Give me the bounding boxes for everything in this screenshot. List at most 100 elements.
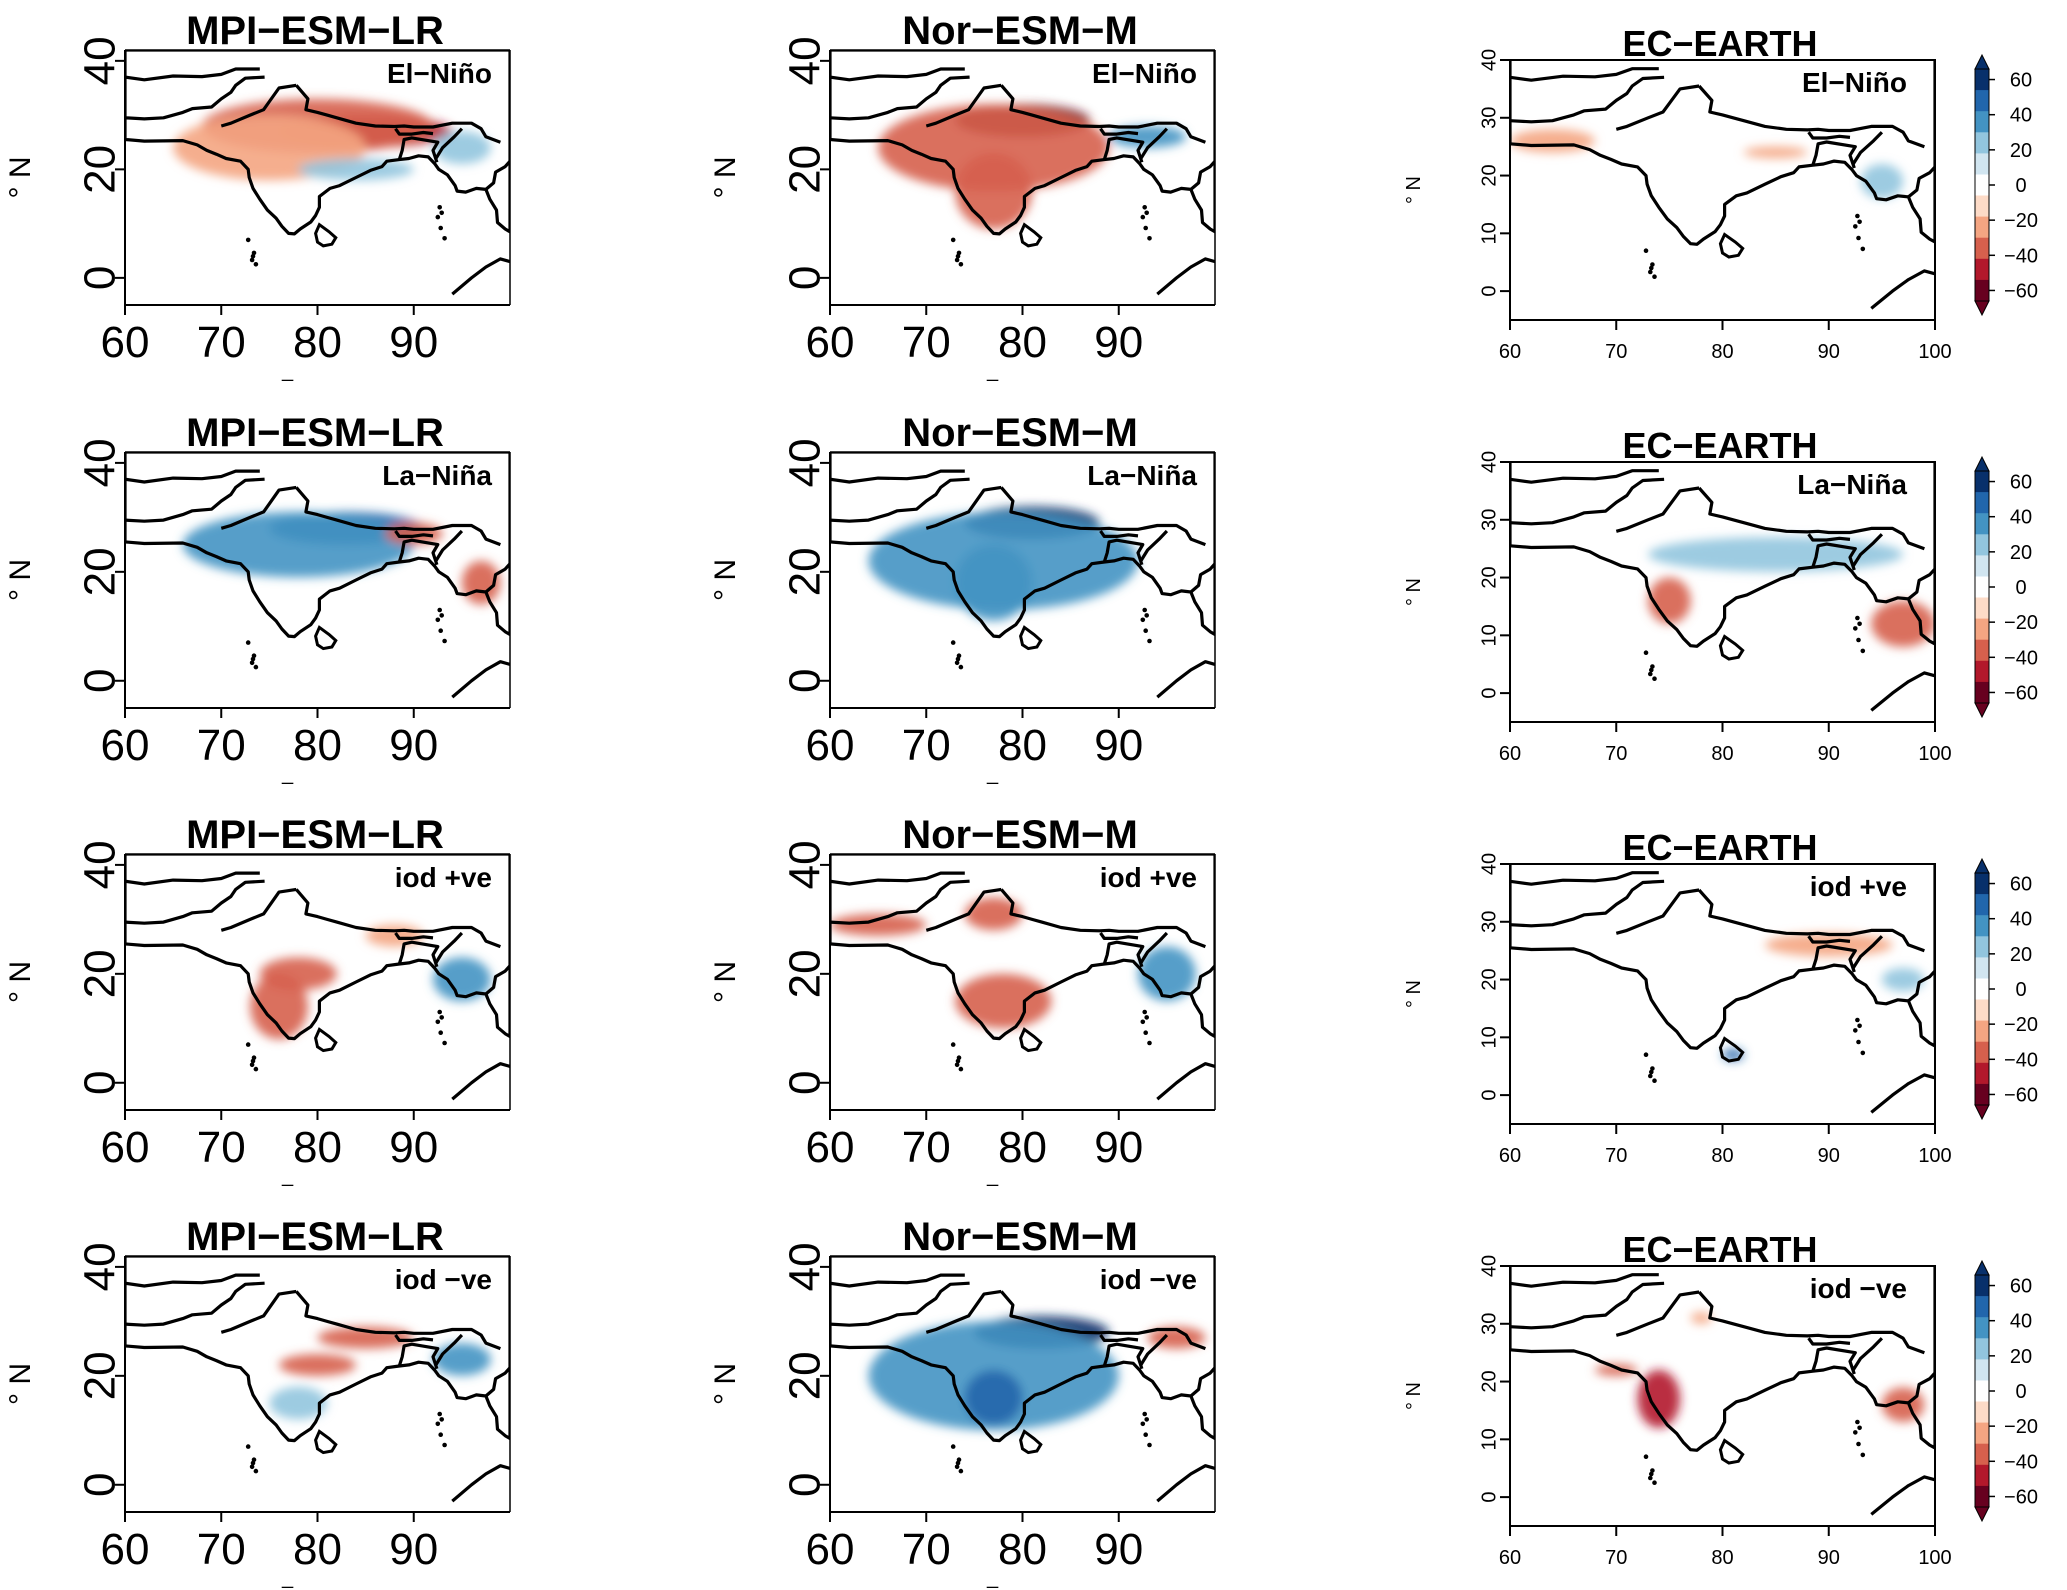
island-dot [435, 214, 441, 220]
ocean-background [125, 1256, 510, 1512]
country-border [484, 1366, 510, 1398]
y-tick-label: 0 [781, 669, 830, 693]
colorbar-tick-label: 40 [2010, 1311, 2032, 1333]
y-axis-label: ° N [1403, 578, 1425, 606]
x-tick-label: 70 [197, 318, 246, 367]
y-tick-label: 40 [781, 1242, 830, 1291]
island-dot [1853, 1028, 1858, 1033]
y-axis-label: ° N [709, 157, 742, 199]
map-area [1510, 60, 1935, 320]
y-tick-label: 0 [76, 1473, 125, 1497]
x-tick-label: 70 [1605, 1547, 1627, 1569]
country-border [1615, 1290, 1700, 1337]
colorbar-tick-label: −60 [2004, 682, 2038, 704]
x-tick-label: 80 [293, 721, 342, 770]
colorbar-1: 60 40 20 0 −20 −40 −60 [1974, 455, 2038, 719]
colorbar-segment [1975, 1464, 1989, 1487]
x-tick-label: 80 [998, 721, 1047, 770]
island-dot [437, 1411, 443, 1417]
coastline [1510, 864, 1935, 1050]
sri-lanka-outline [1718, 232, 1745, 259]
island-dot [1649, 1471, 1654, 1477]
island-dot [1857, 621, 1862, 627]
anomaly-field [250, 924, 491, 1040]
colorbar-segment [1975, 132, 1989, 154]
colorbar-segment [1975, 279, 1989, 302]
country-border [125, 477, 265, 523]
country-border [451, 257, 510, 296]
colorbar-tick-label: −40 [2004, 1451, 2038, 1473]
country-border [1697, 888, 1925, 953]
island-dot [442, 1442, 447, 1448]
x-tick-label: 70 [902, 318, 951, 367]
colorbar-segment [1975, 1401, 1989, 1424]
panel-title: Nor−ESM−M [902, 1215, 1138, 1259]
anomaly-blob [1743, 146, 1808, 159]
country-border [1099, 530, 1139, 538]
map-area [125, 50, 510, 305]
phase-label: iod −ve [395, 1264, 492, 1295]
colorbar-segment [1975, 90, 1989, 112]
country-border [1139, 931, 1169, 964]
island-dot [1147, 1040, 1152, 1046]
map-panel-0-0: 60 70 80 90 0 20 40 ° N _ MPI−ESM−LR El−Niño [4, 9, 511, 382]
colorbar-segment [1975, 258, 1989, 281]
y-tick-label: 30 [1478, 509, 1500, 531]
colorbar-segment [1975, 873, 1989, 895]
x-tick-label: 90 [1094, 1525, 1143, 1574]
island-dot [438, 1432, 444, 1437]
island-dot [1856, 1441, 1861, 1447]
map-area [125, 854, 510, 1110]
x-axis-label: _ [281, 763, 294, 785]
island-dot [1856, 637, 1861, 643]
country-border [434, 529, 464, 562]
island-dot [245, 237, 251, 243]
island-dot [1643, 650, 1649, 655]
country-border [484, 160, 510, 191]
island-dot [1855, 1419, 1860, 1425]
phase-label: iod +ve [1810, 871, 1907, 902]
island-dot [245, 1042, 251, 1047]
sri-lanka-outline [1019, 625, 1043, 651]
island-dot [253, 664, 259, 670]
island-dot [1144, 1015, 1149, 1020]
country-border [1870, 1073, 1935, 1114]
island-dot [1142, 1411, 1147, 1417]
island-dot [958, 664, 964, 670]
x-tick-label: 60 [806, 721, 855, 770]
island-dot [1650, 664, 1655, 669]
x-tick-label: 90 [1818, 1547, 1840, 1569]
colorbar-bottom-arrow [1974, 1104, 1990, 1121]
x-axis-label: _ [986, 1567, 999, 1589]
island-dot [249, 1062, 255, 1068]
panel-title: EC−EARTH [1622, 23, 1817, 64]
island-dot [253, 1468, 259, 1474]
colorbar-bottom-arrow [1974, 300, 1990, 317]
country-border [220, 83, 297, 128]
x-tick-label: 80 [293, 318, 342, 367]
x-tick-label: 60 [101, 1123, 150, 1172]
country-border [1139, 127, 1169, 160]
colorbar-tick-label: −40 [2004, 1049, 2038, 1071]
x-tick-label: 80 [1711, 341, 1733, 363]
country-border [830, 879, 970, 925]
island-dot [1855, 615, 1860, 621]
colorbar-tick-label: −60 [2004, 1486, 2038, 1508]
island-dot [1643, 1052, 1649, 1057]
map-area [830, 50, 1215, 305]
island-dot [1652, 676, 1657, 681]
island-dot [1856, 1039, 1861, 1045]
sri-lanka-outline [1718, 634, 1745, 661]
x-tick-label: 70 [1605, 341, 1627, 363]
island-dot [1650, 1066, 1655, 1071]
colorbar-tick-label: 20 [2010, 1346, 2032, 1368]
country-border [1851, 533, 1884, 567]
colorbar-0: 60 40 20 0 −20 −40 −60 [1974, 53, 2038, 317]
country-border [1807, 1337, 1851, 1346]
y-tick-label: 0 [76, 266, 125, 290]
y-tick-label: 20 [1478, 164, 1500, 186]
x-axis-label: _ [281, 360, 294, 382]
country-border [1907, 1371, 1935, 1405]
island-dot [950, 640, 956, 645]
island-dot [1857, 219, 1862, 225]
